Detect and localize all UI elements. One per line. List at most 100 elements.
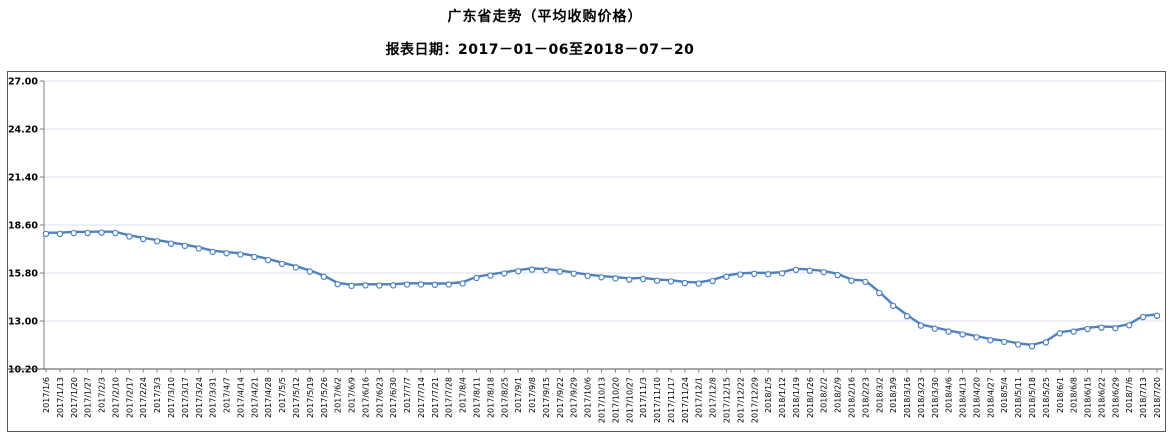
x-tick-label: 2017/12/29 xyxy=(750,377,759,423)
data-point-marker xyxy=(98,229,105,236)
x-tick-label: 2017/5/5 xyxy=(278,377,287,413)
data-point-marker xyxy=(292,264,300,271)
data-point-marker xyxy=(487,272,494,279)
x-tick-label: 2017/11/10 xyxy=(653,377,662,423)
data-point-marker xyxy=(514,268,522,275)
data-point-marker xyxy=(612,275,619,282)
data-point-marker xyxy=(126,233,133,240)
x-tick-label: 2017/1/20 xyxy=(70,377,79,418)
x-tick-label: 2017/10/27 xyxy=(625,377,634,423)
x-tick-label: 2018/3/9 xyxy=(889,377,898,413)
x-tick-label: 2017/6/30 xyxy=(389,377,398,418)
x-tick-label: 2018/6/15 xyxy=(1084,377,1093,418)
data-point-marker xyxy=(1056,330,1063,337)
x-tick-label: 2018/1/12 xyxy=(778,377,787,418)
chart-frame: 10.20 13.00 15.80 18.60 21.40 24.20 27.00 2017/… xyxy=(7,71,1166,432)
price-line xyxy=(44,230,1159,347)
x-tick-label: 2017/4/7 xyxy=(223,377,232,413)
data-point-marker xyxy=(389,282,397,289)
x-tick-label: 2017/9/15 xyxy=(542,377,551,418)
x-tick-label: 2017/3/3 xyxy=(153,377,162,413)
data-point-marker xyxy=(737,271,744,278)
x-tick-label: 2017/2/10 xyxy=(111,377,120,418)
y-tick-label: 15.80 xyxy=(8,269,38,280)
data-point-marker xyxy=(639,275,647,283)
data-point-marker xyxy=(1139,313,1147,321)
data-point-marker xyxy=(806,267,814,274)
x-tick-label: 2017/7/28 xyxy=(445,377,454,418)
data-point-marker xyxy=(459,280,466,287)
x-tick-label: 2018/6/29 xyxy=(1111,377,1120,418)
x-tick-label: 2017/10/20 xyxy=(611,377,620,423)
data-point-marker xyxy=(653,277,661,284)
data-point-marker xyxy=(1112,325,1119,332)
data-point-marker xyxy=(570,270,577,277)
x-tick-label: 2017/6/9 xyxy=(348,377,357,413)
data-point-marker xyxy=(584,272,591,280)
x-tick-label: 2017/3/17 xyxy=(181,377,190,418)
data-point-marker xyxy=(598,274,605,281)
x-tick-label: 2018/7/6 xyxy=(1125,377,1134,413)
x-tick-label: 2018/7/20 xyxy=(1153,377,1162,418)
data-point-marker xyxy=(889,302,897,310)
data-point-marker xyxy=(306,268,314,275)
data-point-marker xyxy=(723,273,730,280)
x-tick-label: 2018/6/8 xyxy=(1070,377,1079,413)
x-tick-label: 2018/3/23 xyxy=(917,377,926,418)
x-tick-label: 2017/12/8 xyxy=(709,377,718,418)
data-point-marker xyxy=(376,282,383,289)
data-point-marker xyxy=(931,325,939,332)
x-tick-label: 2018/5/4 xyxy=(1000,377,1009,413)
x-tick-label: 2017/3/24 xyxy=(195,377,204,418)
y-tick-label: 10.20 xyxy=(8,365,38,376)
data-point-marker xyxy=(1042,339,1050,346)
x-tick-label: 2017/5/12 xyxy=(292,377,301,418)
x-tick-label: 2017/7/21 xyxy=(431,377,440,418)
x-tick-label: 2017/12/15 xyxy=(722,377,731,423)
x-tick-label: 2017/3/10 xyxy=(167,377,176,418)
data-point-marker xyxy=(1153,312,1161,319)
data-point-marker xyxy=(528,266,536,273)
data-point-marker xyxy=(1014,341,1022,348)
y-tick-label: 21.40 xyxy=(8,173,38,184)
x-tick-label: 2017/7/14 xyxy=(417,377,426,418)
y-tick-label: 13.00 xyxy=(8,317,38,328)
x-tick-label: 2018/2/9 xyxy=(834,377,843,413)
x-tick-label: 2017/1/13 xyxy=(56,377,65,418)
data-point-marker xyxy=(1098,324,1105,331)
x-tick-label: 2017/11/24 xyxy=(681,377,690,423)
x-tick-label: 2017/2/24 xyxy=(139,377,148,418)
x-tick-label: 2017/2/17 xyxy=(125,377,134,418)
data-point-marker xyxy=(667,278,675,285)
data-point-marker xyxy=(848,277,855,284)
x-tick-label: 2017/4/28 xyxy=(264,377,273,418)
x-tick-label: 2018/2/2 xyxy=(820,377,829,413)
x-tick-label: 2017/8/4 xyxy=(459,377,468,413)
x-tick-label: 2018/4/13 xyxy=(959,377,968,418)
data-point-marker xyxy=(278,260,286,268)
data-point-marker xyxy=(876,289,883,297)
data-point-marker xyxy=(223,250,230,257)
x-tick-label: 2017/12/1 xyxy=(695,377,704,418)
x-tick-label: 2017/1/6 xyxy=(42,377,51,413)
data-point-marker xyxy=(84,229,91,237)
x-tick-label: 2018/7/13 xyxy=(1139,377,1148,418)
data-point-marker xyxy=(862,278,869,286)
x-tick-label: 2017/8/18 xyxy=(486,377,495,418)
data-point-marker xyxy=(792,266,800,274)
data-point-marker xyxy=(764,270,772,278)
x-tick-label: 2017/9/22 xyxy=(556,377,565,418)
y-tick-label: 24.20 xyxy=(8,125,38,136)
data-point-marker xyxy=(181,242,189,250)
data-point-marker xyxy=(709,277,716,285)
data-point-marker xyxy=(417,281,425,288)
x-tick-label: 2018/4/20 xyxy=(972,377,981,418)
data-point-marker xyxy=(987,337,994,344)
x-tick-label: 2017/10/13 xyxy=(598,377,607,423)
data-point-marker xyxy=(42,230,50,238)
data-point-marker xyxy=(903,312,911,320)
data-point-marker xyxy=(1001,338,1008,346)
data-point-marker xyxy=(70,229,77,237)
data-point-marker xyxy=(237,251,244,258)
x-tick-label: 2017/6/16 xyxy=(361,377,370,418)
